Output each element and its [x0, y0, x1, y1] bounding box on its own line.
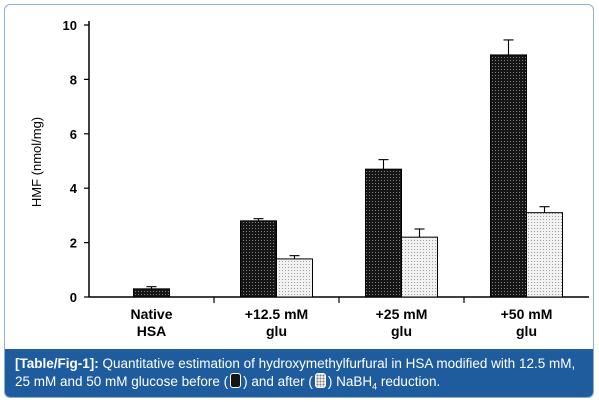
bar: [240, 220, 277, 298]
y-tick-label: 8: [70, 72, 77, 87]
after-swatch-icon: [314, 373, 326, 388]
y-tick-label: 4: [70, 181, 78, 196]
caption-text-3: ) NaBH: [327, 374, 373, 389]
before-swatch-icon: [230, 373, 242, 388]
x-tick-label: glu: [516, 323, 537, 339]
caption-text-4: reduction.: [377, 374, 441, 389]
bar: [526, 212, 563, 298]
bar: [401, 236, 438, 298]
caption-text-2: ) and after (: [243, 374, 313, 389]
y-tick-label: 0: [70, 290, 77, 305]
caption-subscript: 4: [372, 381, 378, 392]
bar: [490, 54, 527, 298]
bar: [365, 168, 402, 298]
bar: [133, 288, 170, 298]
x-tick-label: +25 mM: [376, 306, 428, 322]
y-tick-label: 6: [70, 127, 77, 142]
caption-label: [Table/Fig-1]:: [15, 356, 99, 371]
x-tick-label: glu: [391, 323, 412, 339]
x-tick-label: glu: [266, 323, 287, 339]
x-tick-label: +12.5 mM: [245, 306, 308, 322]
y-tick-label: 10: [63, 18, 77, 33]
figure-caption: [Table/Fig-1]: Quantitative estimation o…: [5, 349, 593, 397]
x-tick-label: HSA: [137, 323, 167, 339]
caption-text-1: Quantitative estimation of hydroxymethyl…: [15, 356, 576, 389]
y-tick-label: 2: [70, 236, 77, 251]
figure-frame: 0 2 4 6 8 10 Native HSA +12.5 mM glu +25 mM glu +50 …: [4, 4, 594, 398]
y-axis-label: HMF (nmol/mg): [29, 117, 44, 207]
x-tick-label: Native: [130, 306, 172, 322]
x-tick-label: +50 mM: [501, 306, 553, 322]
bar: [276, 258, 313, 298]
